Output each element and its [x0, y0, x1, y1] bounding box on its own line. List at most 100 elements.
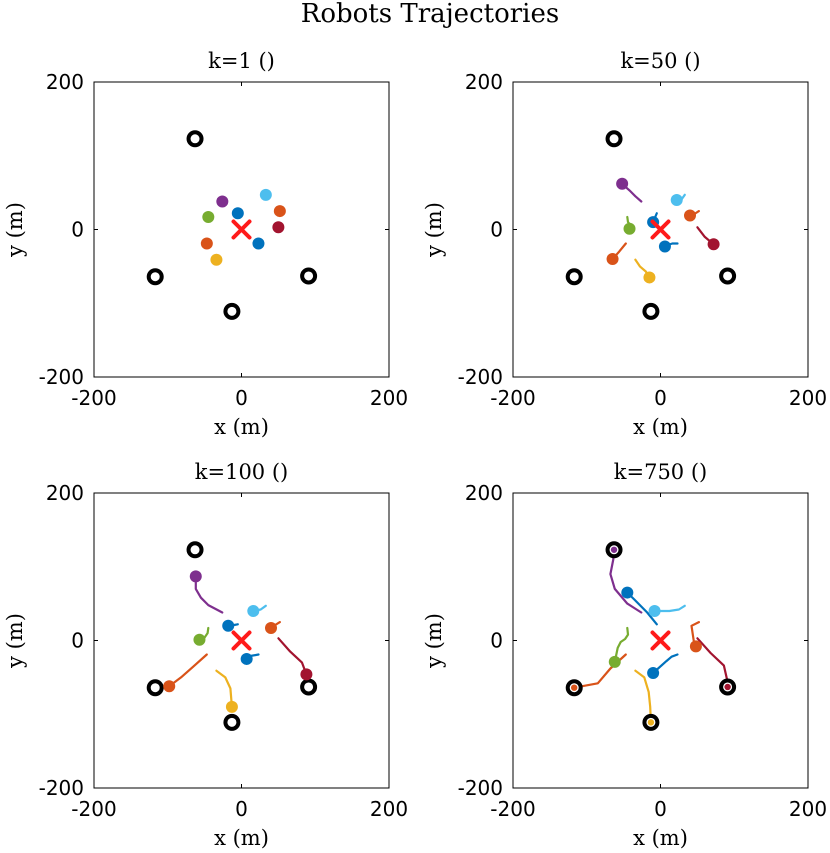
y-tick-label: 200	[465, 70, 503, 94]
robot-6-position	[670, 194, 683, 206]
y-tick-label: 0	[490, 218, 503, 242]
x-axis-label: x (m)	[214, 415, 269, 439]
y-tick-label: -200	[458, 365, 503, 389]
y-axis-label: y (m)	[3, 202, 27, 258]
y-axis-label: y (m)	[3, 613, 27, 669]
goal-marker	[223, 302, 241, 320]
x-tick-label: -200	[490, 386, 535, 410]
x-tick-label: 0	[235, 797, 248, 821]
robot-9-position	[200, 237, 213, 250]
y-tick-label: -200	[39, 776, 84, 800]
target-x-marker	[231, 219, 252, 240]
goal-marker	[186, 541, 204, 559]
goal-marker	[642, 302, 660, 320]
subplot-2: -200 0 200 -200 0 200 k=50 () x (m) y (m)	[422, 49, 827, 439]
target-x-marker	[650, 219, 671, 240]
trajectory-9	[168, 653, 208, 688]
x-tick-label: 0	[235, 386, 248, 410]
x-tick-label: -200	[490, 797, 535, 821]
subplot-1: -200 0 200 -200 0 200 k=1 () x (m) y (m)	[3, 49, 408, 439]
robot-2-position	[684, 209, 696, 222]
y-tick-label: 0	[71, 218, 84, 242]
y-tick-label: 200	[465, 481, 503, 505]
trajectory-3	[215, 669, 233, 708]
robot-3-position	[643, 271, 656, 284]
robot-3-position	[210, 253, 223, 266]
trajectory-7	[277, 637, 308, 676]
x-tick-label: -200	[71, 386, 116, 410]
x-tick-label: 200	[789, 797, 827, 821]
goal-occupied-dot	[571, 684, 578, 691]
robot-9-position	[163, 680, 176, 693]
goal-marker	[146, 679, 164, 697]
subplot-title: k=50 ()	[620, 49, 700, 73]
robot-6-position	[648, 605, 661, 617]
x-tick-label: 200	[370, 386, 408, 410]
robot-4-position	[189, 570, 202, 583]
robot-1-position	[222, 619, 235, 632]
trajectory-8	[652, 653, 679, 675]
y-tick-label: 200	[46, 481, 84, 505]
robot-7-position	[272, 221, 285, 234]
robot-3-position	[225, 700, 238, 713]
robot-7-position	[707, 238, 720, 251]
x-axis-label: x (m)	[633, 826, 688, 850]
goal-marker	[300, 678, 318, 696]
y-tick-label: -200	[39, 365, 84, 389]
robot-4-position	[616, 177, 629, 190]
subplot-4: -200 0 200 -200 0 200 k=750 () x (m) y (m)	[422, 460, 827, 850]
goal-occupied-dot	[724, 683, 731, 691]
trajectory-5	[613, 626, 630, 663]
goal-marker	[300, 267, 318, 285]
target-x-stroke	[231, 219, 252, 240]
subplot-title: k=1 ()	[208, 49, 275, 73]
x-tick-label: 0	[654, 797, 667, 821]
figure-title: Robots Trajectories	[301, 0, 559, 29]
goal-occupied-dot	[610, 546, 618, 553]
goal-marker	[565, 268, 583, 286]
robot-8-position	[647, 666, 660, 679]
y-axis-label: y (m)	[422, 202, 446, 258]
goal-marker	[146, 268, 164, 286]
x-axis-label: x (m)	[214, 826, 269, 850]
robot-8-position	[252, 237, 265, 250]
y-tick-label: -200	[458, 776, 503, 800]
robot-5-position	[623, 222, 636, 235]
subplot-3: -200 0 200 -200 0 200 k=100 () x (m) y (m)	[3, 460, 408, 850]
robot-2-position	[265, 621, 277, 634]
robot-5-position	[202, 210, 215, 223]
robot-2-position	[273, 205, 286, 218]
robot-9-position	[606, 253, 619, 265]
x-tick-label: 0	[654, 386, 667, 410]
robot-1-position	[231, 207, 244, 220]
x-axis-label: x (m)	[633, 415, 688, 439]
robot-6-position	[259, 188, 272, 201]
goal-marker	[719, 267, 737, 285]
goal-occupied-dot	[647, 719, 655, 726]
y-tick-label: 0	[71, 629, 84, 653]
robot-7-position	[300, 668, 313, 681]
x-tick-label: 200	[370, 797, 408, 821]
y-tick-label: 0	[490, 629, 503, 653]
robot-5-position	[193, 633, 206, 646]
trajectory-3	[634, 669, 652, 724]
goal-marker	[605, 130, 623, 148]
target-x-marker	[650, 630, 671, 651]
robot-8-position	[658, 240, 671, 253]
trajectory-6	[653, 604, 686, 613]
subplot-title: k=100 ()	[195, 460, 288, 484]
target-x-stroke	[231, 630, 252, 651]
subplot-title: k=750 ()	[614, 460, 707, 484]
target-x-marker	[231, 630, 252, 651]
robot-2-position	[689, 640, 702, 653]
robot-6-position	[247, 605, 260, 617]
goal-marker	[223, 713, 241, 731]
trajectory-4	[194, 575, 224, 614]
goal-marker	[186, 130, 204, 148]
x-tick-label: -200	[71, 797, 116, 821]
target-x-stroke	[650, 219, 671, 240]
target-x-stroke	[650, 630, 671, 651]
robot-1-position	[621, 586, 634, 599]
y-tick-label: 200	[46, 70, 84, 94]
